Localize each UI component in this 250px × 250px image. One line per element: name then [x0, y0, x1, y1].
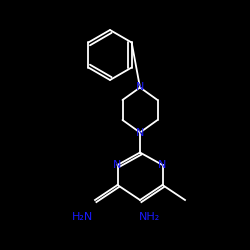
Text: NH₂: NH₂: [140, 212, 160, 222]
Text: N: N: [158, 160, 167, 170]
Text: N: N: [136, 128, 144, 138]
Text: N: N: [113, 160, 122, 170]
Text: H₂N: H₂N: [72, 212, 93, 222]
Text: N: N: [136, 82, 144, 92]
